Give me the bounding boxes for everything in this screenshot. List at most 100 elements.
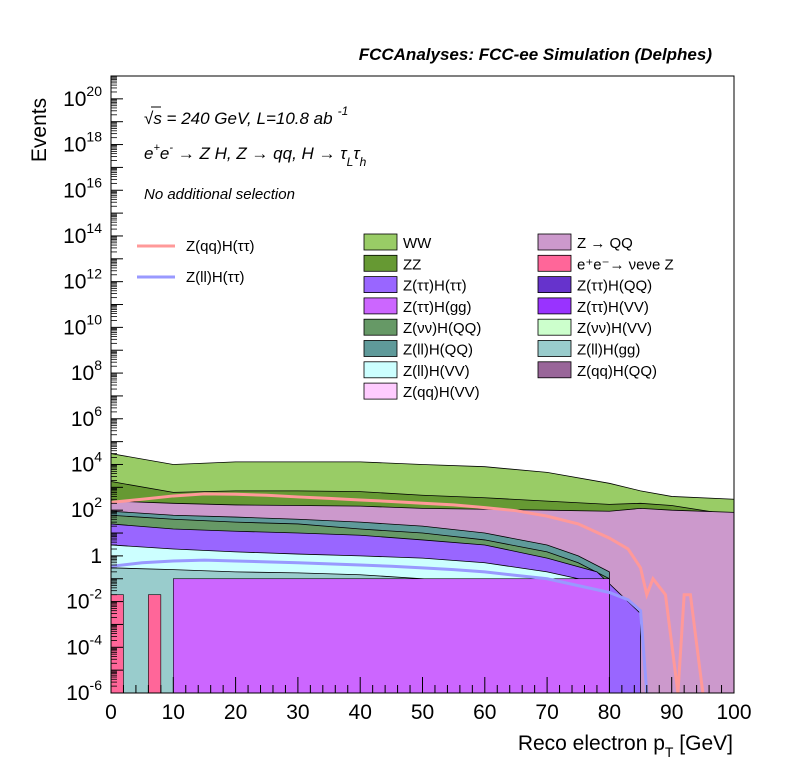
legend-line-label: Z(ll)H(ττ) — [186, 269, 245, 286]
legend-box-label: e⁺e⁻→ νeνe Z — [577, 256, 674, 273]
legend-box-label: WW — [403, 235, 432, 252]
y-tick-label: 102 — [71, 494, 102, 522]
y-tick-base: 10 — [66, 636, 89, 659]
x-tick-label: 60 — [473, 701, 496, 724]
y-tick-base: 10 — [63, 225, 86, 248]
y-tick-exp: -4 — [90, 631, 103, 647]
legend-box-swatch — [537, 254, 572, 272]
legend-box-label: Z(ττ)H(gg) — [403, 299, 472, 316]
y-tick-label: 1010 — [63, 311, 102, 339]
legend-box-swatch — [363, 382, 398, 400]
legend-box-label: Z(qq)H(VV) — [403, 384, 480, 401]
legend-box-swatch — [363, 361, 398, 379]
process-minus: - — [169, 142, 173, 154]
process-tau1: τ — [340, 144, 348, 163]
y-tick-base: 10 — [63, 134, 86, 157]
y-tick-exp: 2 — [94, 494, 102, 510]
y-tick-label: 10-6 — [66, 677, 102, 705]
x-tick-label: 40 — [349, 701, 372, 724]
y-tick-exp: 12 — [86, 266, 102, 282]
y-tick-label: 1014 — [63, 220, 102, 248]
legend-box-swatch — [363, 233, 398, 251]
y-tick-exp: 8 — [94, 357, 102, 373]
process-sub-h: h — [360, 155, 367, 169]
legend-box-label: Z(νν)H(QQ) — [403, 320, 481, 337]
legend-box-swatch — [363, 340, 398, 357]
y-axis: 10-610-410-21102104106108101010121014101… — [63, 75, 123, 705]
y-tick-base: 10 — [63, 179, 86, 202]
y-tick-base: 10 — [71, 453, 94, 476]
x-axis-label-main: Reco electron p — [518, 732, 665, 755]
legend-box-label: Z(νν)H(VV) — [577, 320, 652, 337]
legend-box-label: ZZ — [403, 256, 421, 273]
legend-box-swatch — [363, 254, 398, 272]
y-tick-label: 10-4 — [66, 631, 102, 659]
process-label: e+e- → Z H, Z → qq, H → τLτh — [144, 142, 367, 169]
process-plus: + — [153, 142, 160, 154]
line-z-qq-h — [110, 492, 705, 694]
legend-box-label: Z → QQ — [577, 235, 633, 252]
y-tick-exp: 4 — [94, 448, 102, 464]
process-sub-l: L — [347, 155, 354, 169]
y-tick-exp: 6 — [94, 403, 102, 419]
annotations: √s = 240 GeV, L=10.8 ab -1 e+e- → Z H, Z … — [144, 104, 367, 203]
y-tick-base: 10 — [63, 271, 86, 294]
y-tick-exp: 14 — [86, 220, 102, 236]
spike-e-e-e-e-z — [148, 594, 162, 694]
legend-box-label: Z(qq)H(QQ) — [577, 363, 657, 380]
y-tick-exp: 10 — [86, 311, 102, 327]
spike-e-e-e-e-z — [110, 594, 124, 694]
legend-box-swatch — [537, 340, 572, 357]
x-tick-label: 80 — [598, 701, 621, 724]
y-tick-exp: -6 — [90, 677, 103, 693]
y-tick-base: 10 — [71, 362, 94, 385]
process-tau2: τ — [353, 144, 361, 163]
legend-box-label: Z(ττ)H(QQ) — [577, 278, 652, 295]
y-tick-base: 10 — [66, 682, 89, 705]
energy-text: √s = 240 GeV, L=10.8 ab — [144, 109, 333, 128]
y-tick-label: 108 — [71, 357, 102, 385]
legend-box-label: Z(ll)H(VV) — [403, 363, 470, 380]
legend-box-label: Z(ττ)H(ττ) — [403, 278, 467, 295]
energy-label: √s = 240 GeV, L=10.8 ab -1 — [144, 104, 348, 128]
x-tick-label: 100 — [716, 701, 751, 724]
legend-box-swatch — [363, 318, 398, 336]
y-axis-label: Events — [28, 98, 51, 162]
process-chain: → Z H, Z → qq, H → — [173, 144, 340, 163]
y-tick-label: 1016 — [63, 174, 102, 202]
x-tick-label: 70 — [535, 701, 558, 724]
x-axis-label-unit: [GeV] — [673, 732, 733, 755]
chart-title: FCCAnalyses: FCC-ee Simulation (Delphes) — [359, 45, 713, 64]
legend-box-label: Z(ll)H(QQ) — [403, 342, 473, 359]
x-tick-label: 30 — [286, 701, 309, 724]
y-tick-label: 1018 — [63, 129, 102, 157]
process-e1: e — [144, 144, 153, 163]
lumi-exponent: -1 — [338, 104, 349, 118]
legend-box-label: Z(ττ)H(VV) — [577, 299, 649, 316]
legend-box-swatch — [537, 361, 572, 379]
legend-box-swatch — [363, 297, 398, 315]
y-tick-base: 10 — [71, 408, 94, 431]
y-tick-label: 10-2 — [66, 586, 102, 614]
x-tick-label: 90 — [660, 701, 683, 724]
process-e2: e — [160, 144, 169, 163]
y-tick-label: 1012 — [63, 266, 102, 294]
y-tick-label: 106 — [71, 403, 102, 431]
y-tick-exp: -2 — [90, 586, 103, 602]
x-axis: 0 10 20 30 40 50 60 70 80 90 100 — [105, 677, 752, 724]
x-axis-label: Reco electron pT [GeV] — [518, 732, 733, 760]
legend-line-label: Z(qq)H(ττ) — [186, 238, 255, 255]
y-tick-base: 10 — [66, 591, 89, 614]
y-tick-label: 1 — [90, 545, 102, 568]
legend-box-swatch — [363, 276, 398, 294]
legend: Z(qq)H(ττ) Z(ll)H(ττ) WW Z → QQ ZZ e⁺e⁻→ νeνe… — [137, 233, 674, 401]
x-tick-label: 20 — [224, 701, 247, 724]
spike-z-h-gg — [173, 578, 610, 694]
y-tick-label: 104 — [71, 448, 102, 476]
legend-box-swatch — [537, 233, 572, 251]
x-tick-label: 50 — [411, 701, 434, 724]
y-tick-exp: 20 — [86, 83, 102, 99]
line-z-ll-h — [110, 558, 649, 694]
y-tick-base: 10 — [63, 88, 86, 111]
